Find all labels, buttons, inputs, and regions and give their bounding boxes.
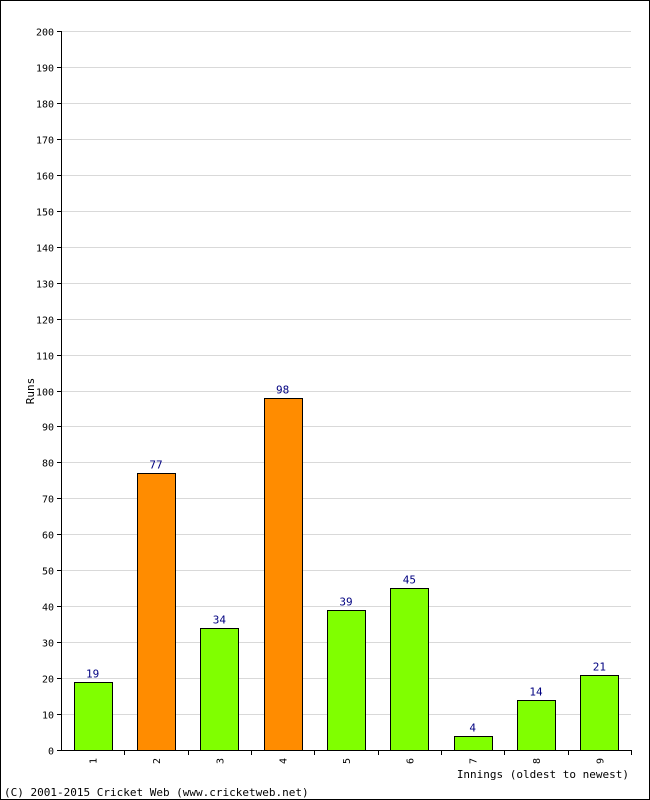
bar: [580, 675, 619, 751]
x-tick-label: 8: [532, 758, 543, 764]
x-tick-label: 5: [342, 758, 353, 764]
x-tick-label: 1: [89, 758, 100, 764]
x-tick-label: 3: [215, 758, 226, 764]
x-axis-label: Innings (oldest to newest): [457, 768, 629, 781]
data-labels: 19 77 34 98 39 45 4 14 21: [86, 384, 606, 735]
y-tick-label: 100: [36, 388, 54, 399]
data-label: 39: [339, 596, 352, 609]
x-tick-label: 9: [595, 758, 606, 764]
data-label: 34: [213, 614, 227, 627]
y-tick-label: 80: [42, 459, 54, 470]
y-tick-label: 140: [36, 244, 54, 255]
y-tick-label: 90: [42, 423, 54, 434]
data-label: 21: [593, 661, 606, 674]
x-tick-label: 6: [405, 758, 416, 764]
x-axis: 1 2 3 4 5 6 7 8 9: [61, 750, 632, 764]
bar: [137, 473, 176, 751]
y-tick-label: 20: [42, 675, 54, 686]
y-tick-label: 60: [42, 531, 54, 542]
data-label: 77: [149, 459, 162, 472]
y-tick-label: 170: [36, 136, 54, 147]
y-tick-label: 50: [42, 567, 54, 578]
y-tick-label: 30: [42, 639, 54, 650]
y-tick-label: 160: [36, 172, 54, 183]
y-axis-label: Runs: [24, 378, 37, 405]
y-tick-label: 130: [36, 280, 54, 291]
data-label: 98: [276, 384, 289, 397]
y-tick-label: 200: [36, 28, 54, 39]
y-tick-label: 120: [36, 316, 54, 327]
data-label: 19: [86, 668, 99, 681]
data-label: 4: [469, 722, 476, 735]
bar: [454, 736, 493, 751]
y-tick-label: 190: [36, 64, 54, 75]
y-tick-label: 10: [42, 711, 54, 722]
y-tick-label: 40: [42, 603, 54, 614]
x-tick-label: 2: [152, 758, 163, 764]
y-tick-label: 0: [48, 747, 54, 758]
y-axis: 0 10 20 30 40 50 60 70 80 90 100 110 120 130 140 150 160…: [36, 28, 62, 758]
y-tick-label: 70: [42, 495, 54, 506]
y-tick-label: 180: [36, 100, 54, 111]
bar: [264, 398, 303, 751]
bar: [200, 628, 239, 751]
y-tick-label: 150: [36, 208, 54, 219]
bar: [327, 610, 366, 751]
bars: [74, 398, 619, 751]
data-label: 45: [403, 574, 416, 587]
x-tick-label: 7: [469, 758, 480, 764]
x-tick-label: 4: [279, 758, 290, 764]
bar: [390, 588, 429, 751]
y-tick-label: 110: [36, 352, 54, 363]
bar: [74, 682, 113, 751]
bar: [517, 700, 556, 751]
copyright-footer: (C) 2001-2015 Cricket Web (www.cricketwe…: [4, 786, 309, 799]
data-label: 14: [529, 686, 543, 699]
